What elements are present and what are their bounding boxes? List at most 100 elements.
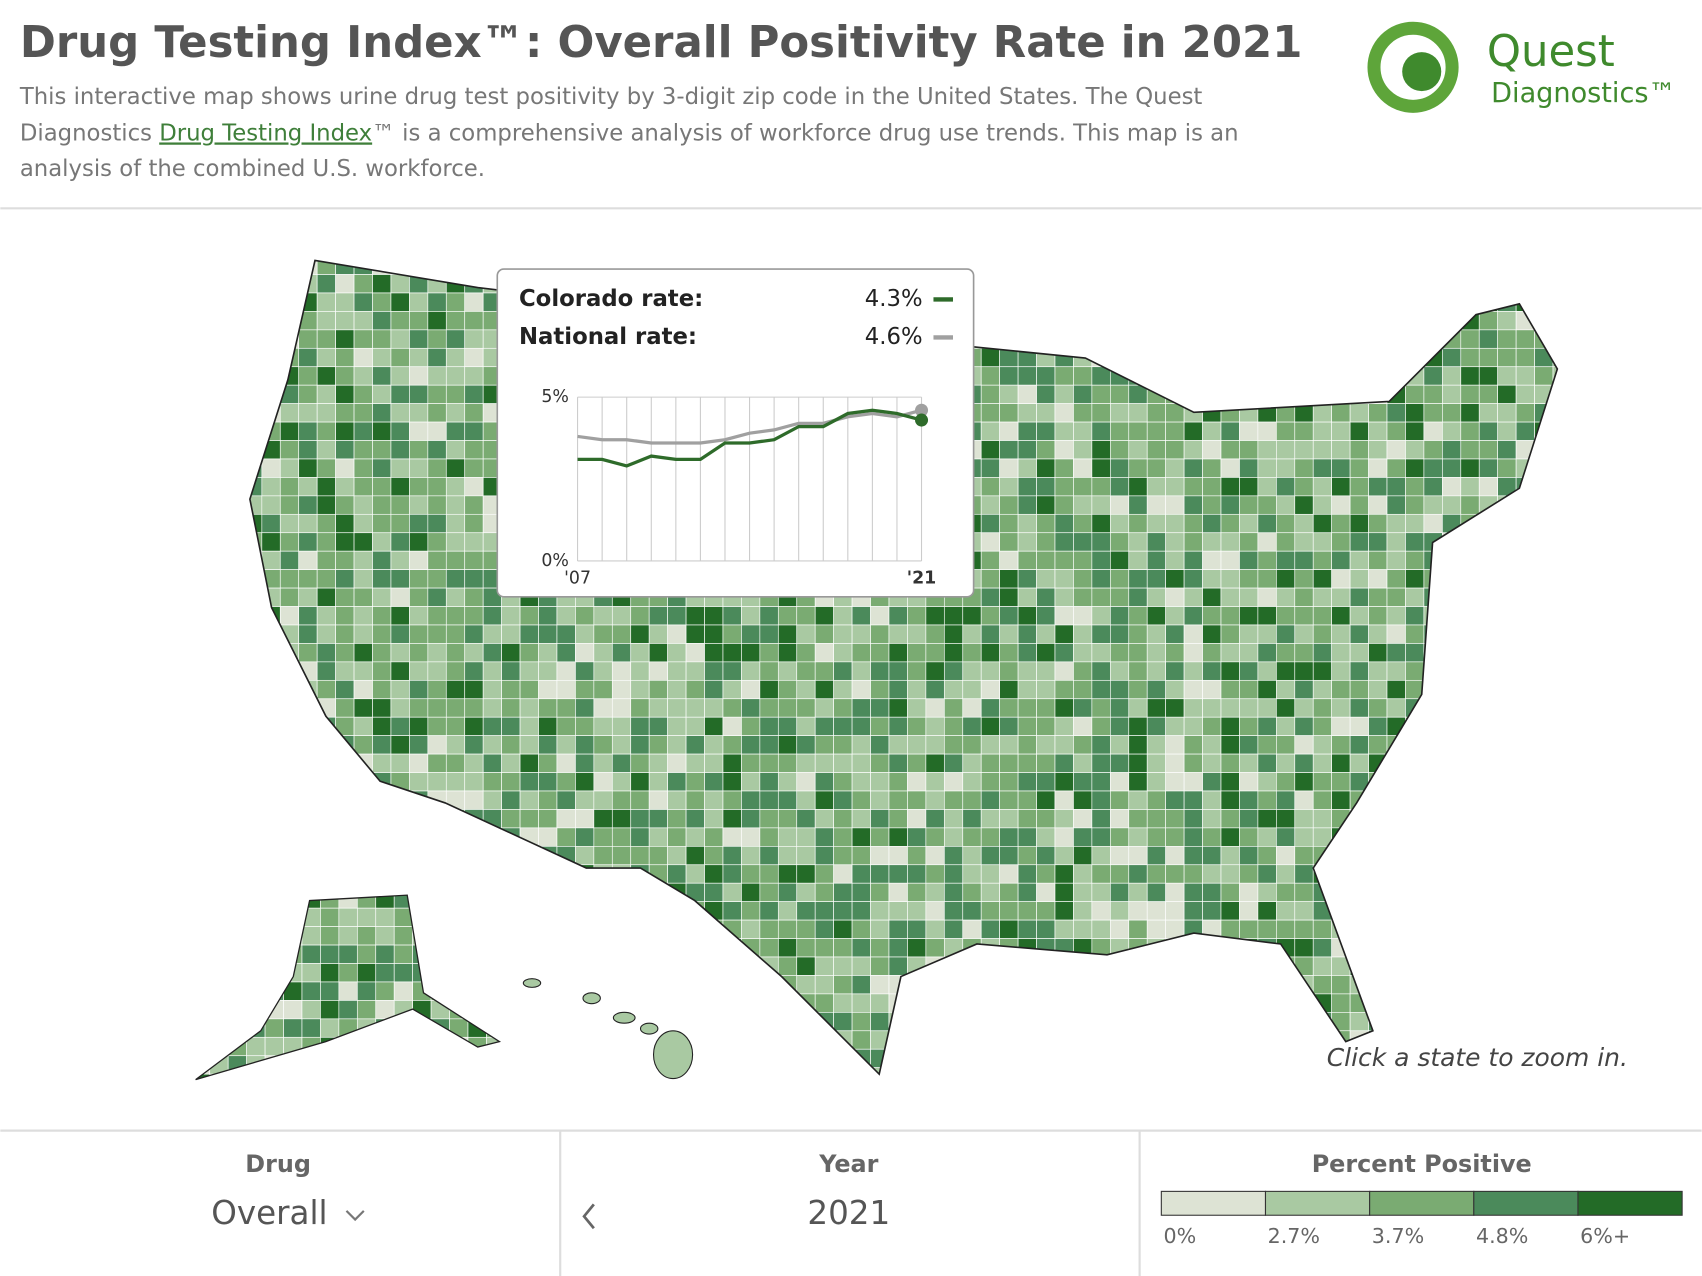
zip-region: [851, 993, 871, 1013]
zip-region: [519, 938, 539, 958]
zip-region: [796, 772, 816, 792]
zip-region: [943, 1030, 964, 1050]
zip-region: [249, 679, 263, 700]
zip-region: [943, 698, 964, 718]
zip-region: [372, 735, 392, 755]
zip-region: [338, 981, 358, 1001]
zip-region: [538, 753, 558, 773]
zip-region: [999, 292, 1019, 312]
zip-region: [722, 938, 742, 958]
zip-region: [1386, 274, 1406, 294]
zip-region: [1239, 569, 1259, 589]
zip-region: [409, 753, 429, 773]
control-label: Drug: [245, 1150, 311, 1178]
map-alaska[interactable]: [191, 890, 505, 1093]
zip-region: [298, 606, 318, 626]
zip-region: [907, 809, 927, 829]
zip-region: [1442, 938, 1462, 958]
legend-label: 3.7%: [1372, 1224, 1424, 1248]
zip-region: [430, 944, 450, 964]
zip-region: [390, 440, 410, 460]
zip-region: [1276, 260, 1296, 275]
zip-region: [1276, 735, 1296, 755]
zip-region: [685, 624, 705, 644]
dropdown-icon[interactable]: [345, 1210, 365, 1222]
zip-region: [1478, 901, 1499, 921]
zip-region: [316, 698, 336, 718]
zip-region: [1405, 458, 1425, 478]
zip-region: [1312, 643, 1332, 663]
zip-region: [1128, 790, 1148, 810]
zip-region: [1534, 698, 1554, 718]
zip-region: [777, 606, 798, 626]
drug-select[interactable]: Overall: [211, 1194, 327, 1232]
zip-region: [1017, 421, 1037, 441]
zip-region: [1442, 643, 1462, 663]
zip-region: [1331, 458, 1351, 478]
zip-region: [227, 907, 247, 927]
zip-region: [1552, 274, 1558, 294]
zip-region: [1460, 384, 1480, 404]
hawaii[interactable]: [522, 978, 694, 1080]
zip-region: [1239, 1048, 1259, 1068]
zip-region: [1128, 366, 1148, 386]
zip-region: [1442, 790, 1462, 810]
zip-region: [298, 1048, 318, 1068]
zip-region: [980, 661, 1000, 681]
zip-region: [1054, 753, 1074, 773]
zip-region: [1497, 809, 1517, 829]
zip-region: [1054, 975, 1074, 995]
zip-region: [353, 366, 373, 386]
zip-region: [445, 329, 466, 349]
legend-label: 6%+: [1580, 1224, 1630, 1248]
zip-region: [925, 716, 945, 736]
zip-region: [1109, 975, 1130, 995]
zip-region: [372, 827, 392, 847]
zip-region: [246, 895, 266, 909]
zip-region: [685, 716, 705, 736]
zip-region: [538, 624, 558, 644]
zip-region: [777, 735, 798, 755]
zip-region: [1405, 260, 1425, 275]
zip-region: [1257, 403, 1277, 423]
zip-region: [316, 329, 336, 349]
zip-region: [1128, 698, 1148, 718]
zip-region: [1405, 753, 1425, 773]
zip-region: [1368, 274, 1388, 294]
zip-region: [409, 550, 429, 570]
zip-region: [1405, 827, 1425, 847]
zip-region: [1534, 938, 1554, 958]
zip-region: [814, 753, 834, 773]
zip-region: [482, 919, 502, 939]
zip-region: [1552, 753, 1558, 773]
zip-region: [1405, 384, 1425, 404]
zip-region: [1183, 901, 1203, 921]
zip-region: [685, 735, 705, 755]
zip-region: [1146, 919, 1166, 939]
zip-region: [298, 292, 318, 312]
prev-year[interactable]: [582, 1203, 595, 1230]
zip-region: [1368, 975, 1388, 995]
zip-region: [1220, 753, 1240, 773]
zip-region: [1368, 384, 1388, 404]
link[interactable]: Drug Testing Index: [159, 120, 372, 146]
zip-region: [1091, 753, 1111, 773]
zip-region: [1109, 587, 1130, 607]
zip-region: [575, 919, 595, 939]
zip-region: [1165, 606, 1185, 626]
zip-region: [464, 569, 484, 589]
zip-region: [1552, 643, 1558, 663]
zip-region: [1165, 1030, 1185, 1050]
zip-region: [796, 846, 816, 866]
zip-region: [1534, 901, 1554, 921]
zip-region: [777, 679, 798, 700]
zip-region: [1109, 347, 1130, 368]
zip-region: [464, 993, 484, 1013]
zip-region: [1478, 624, 1499, 644]
zip-region: [209, 981, 229, 1001]
zip-region: [227, 1018, 247, 1038]
zip-region: [316, 477, 336, 497]
zip-region: [335, 1067, 355, 1075]
zip-region: [353, 772, 373, 792]
zip-region: [1146, 1012, 1166, 1032]
